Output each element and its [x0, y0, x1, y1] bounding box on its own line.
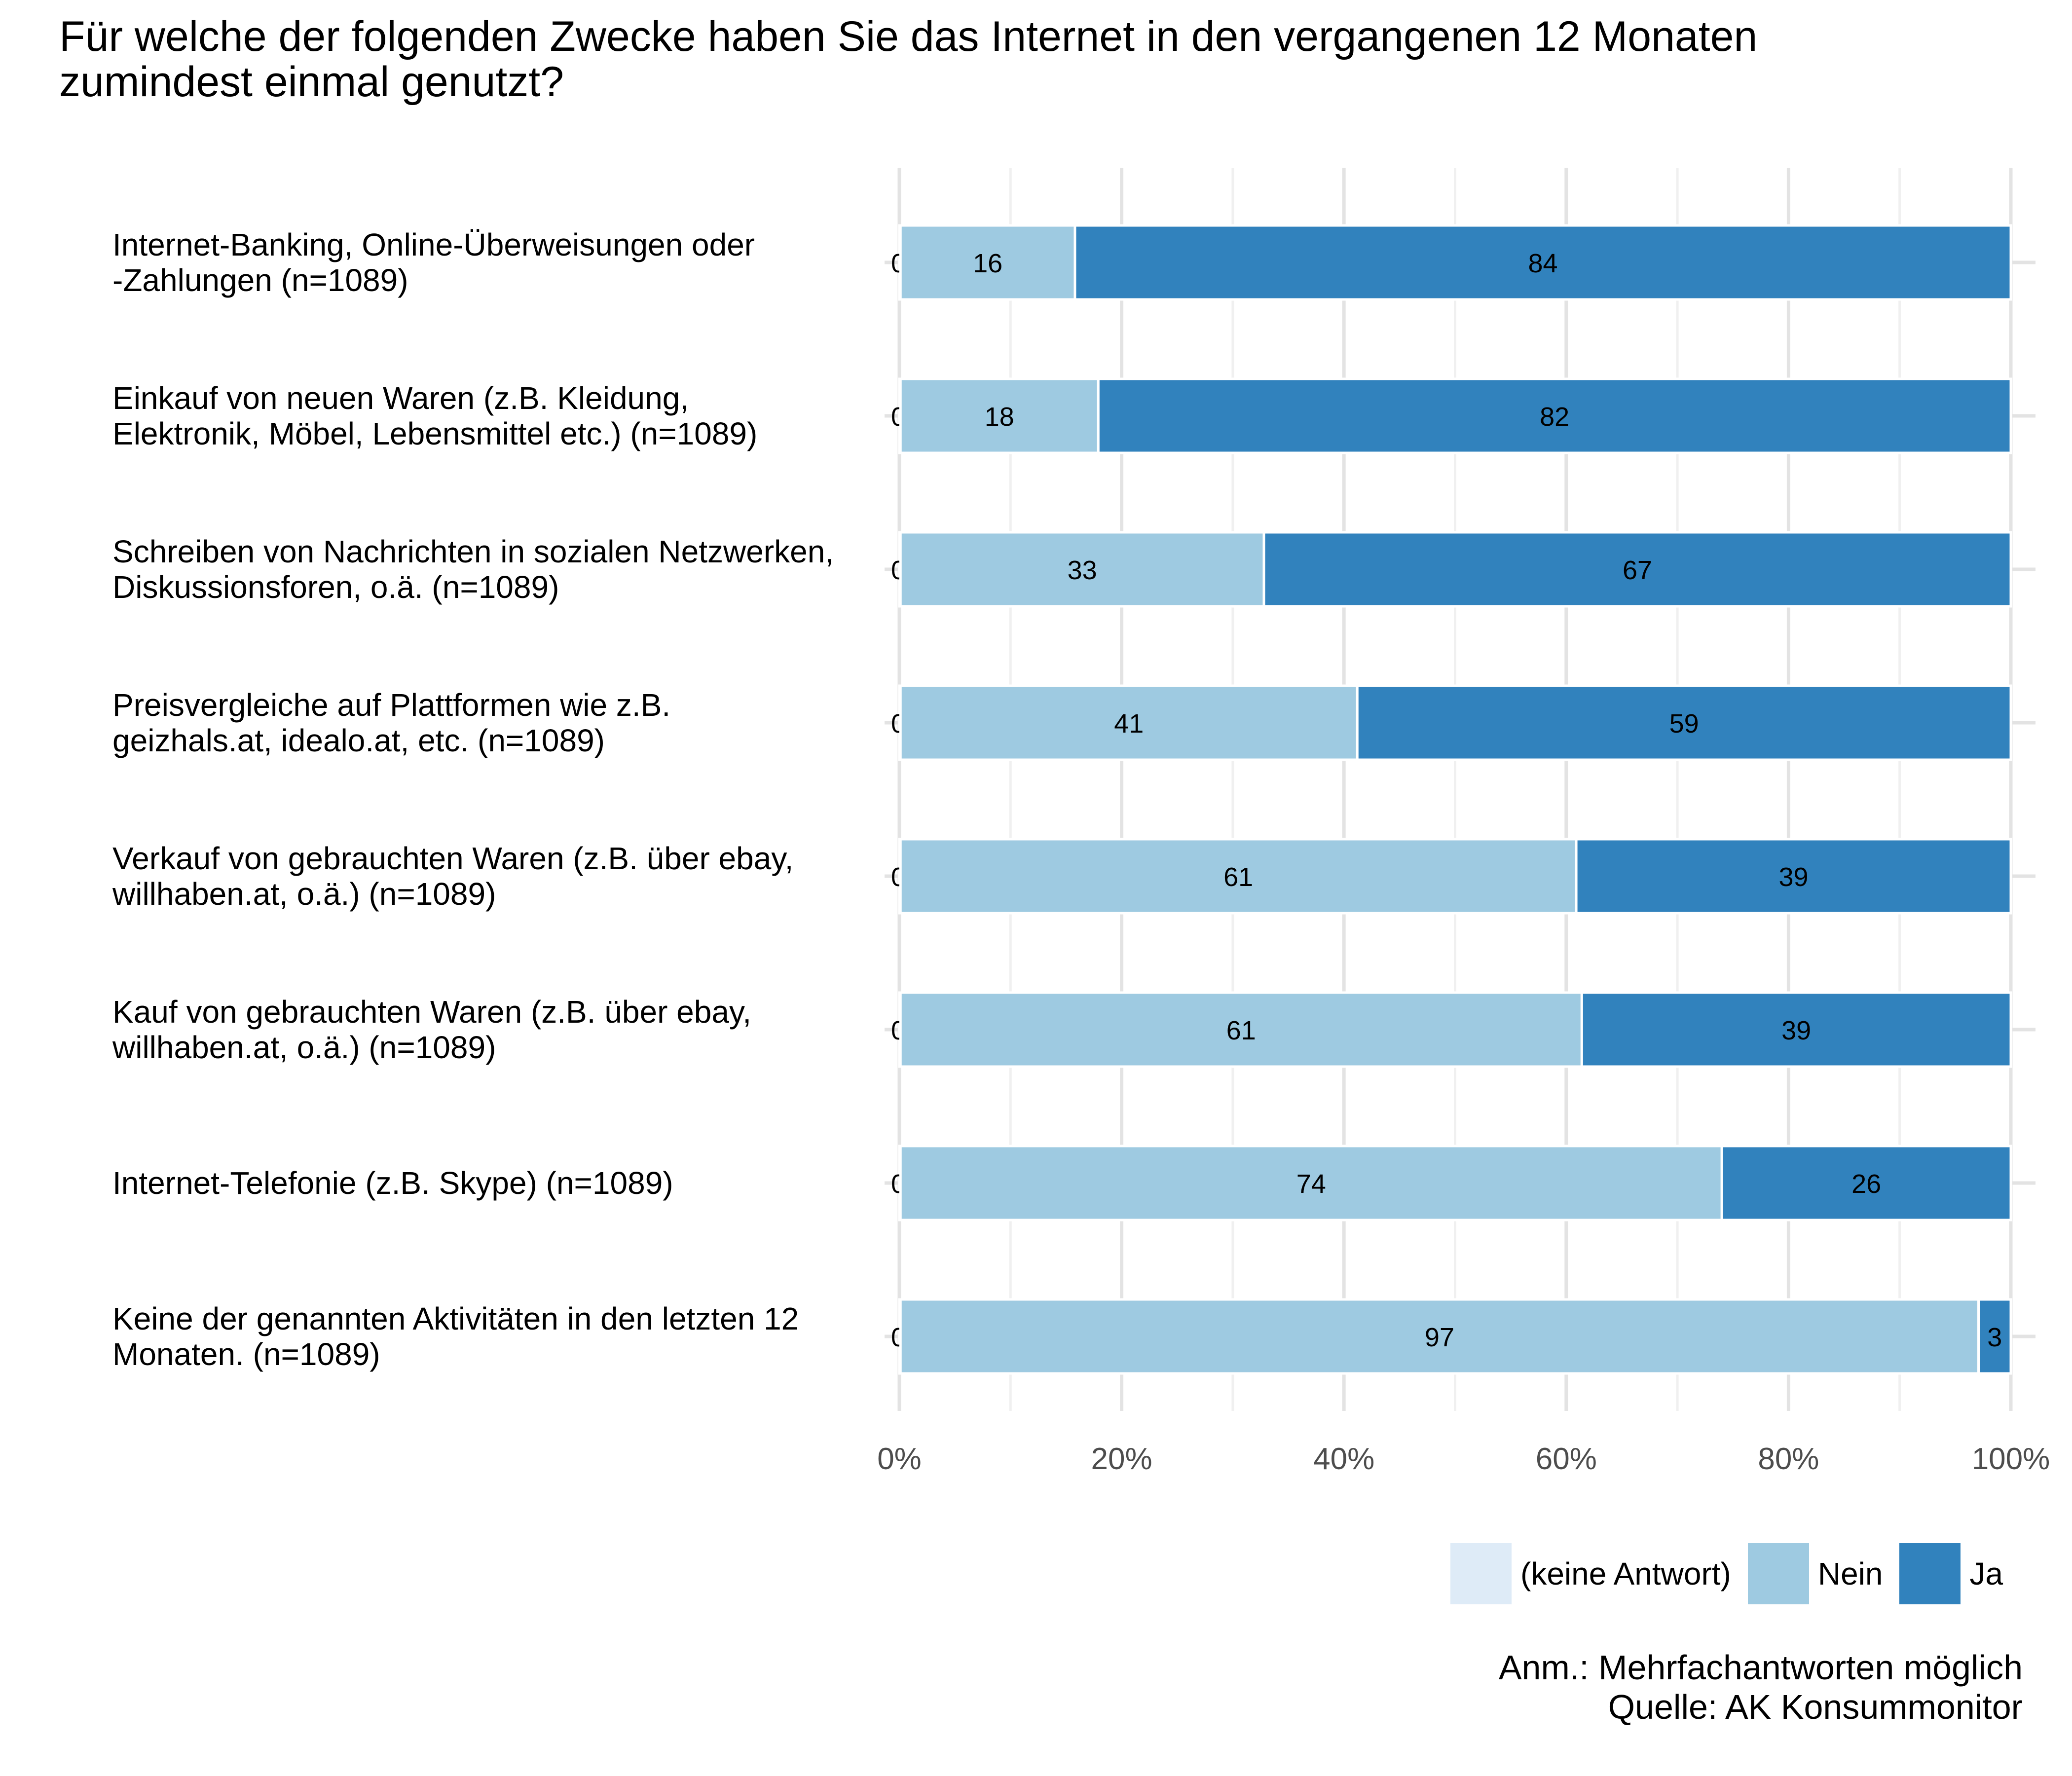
category-label: Verkauf von gebrauchten Waren (z.B. über… — [112, 841, 882, 912]
x-tick-label: 40% — [1313, 1442, 1374, 1476]
bar-segment — [1097, 377, 2012, 454]
bar-segment — [899, 531, 1265, 608]
bar-value-label: 74 — [1296, 1169, 1326, 1199]
category-label: Internet-Banking, Online-Überweisungen o… — [112, 227, 882, 298]
source-note: Anm.: Mehrfachantworten möglich Quelle: … — [1499, 1648, 2023, 1727]
legend-item-nein: Nein — [1747, 1543, 1883, 1604]
category-label-line: Elektronik, Möbel, Lebensmittel etc.) (n… — [112, 416, 758, 451]
bar-value-label: 16 — [973, 249, 1002, 278]
category-label-line: geizhals.at, idealo.at, etc. (n=1089) — [112, 723, 605, 758]
bar-segment — [1575, 838, 2012, 915]
bar-value-label: 97 — [1425, 1323, 1454, 1352]
category-label: Internet-Telefonie (z.B. Skype) (n=1089) — [112, 1165, 882, 1201]
bar-value-label: 59 — [1669, 709, 1699, 739]
category-label-line: willhaben.at, o.ä.) (n=1089) — [112, 1030, 496, 1065]
bar-segment — [1073, 224, 2012, 301]
bar-value-label: 82 — [1540, 402, 1569, 432]
category-label: Schreiben von Nachrichten in sozialen Ne… — [112, 534, 882, 605]
bar-segment — [1580, 991, 2012, 1068]
x-tick-label: 0% — [877, 1442, 922, 1476]
category-label-line: willhaben.at, o.ä.) (n=1089) — [112, 876, 496, 912]
category-label-line: Internet-Telefonie (z.B. Skype) (n=1089) — [112, 1165, 673, 1201]
bar-segment — [1262, 531, 2012, 608]
category-label: Preisvergleiche auf Plattformen wie z.B.… — [112, 687, 882, 758]
bar-value-label: 39 — [1778, 862, 1808, 892]
bar-segment — [899, 1298, 1980, 1375]
category-label-line: Einkauf von neuen Waren (z.B. Kleidung, — [112, 380, 689, 416]
bar-value-label: 18 — [985, 402, 1014, 432]
bar-segment — [899, 224, 1076, 301]
category-label-line: Diskussionsforen, o.ä. (n=1089) — [112, 569, 559, 605]
x-tick-label: 20% — [1091, 1442, 1152, 1476]
legend-label-ja: Ja — [1969, 1556, 2003, 1591]
bar-value-label: 61 — [1223, 862, 1253, 892]
source-line: Quelle: AK Konsummonitor — [1608, 1688, 2023, 1726]
bar-value-label: 3 — [1987, 1323, 2002, 1352]
bar-value-label: 61 — [1226, 1016, 1256, 1045]
legend-label-nein: Nein — [1817, 1556, 1883, 1591]
legend-swatch-keine-antwort — [1450, 1543, 1512, 1604]
legend-swatch-ja — [1899, 1543, 1961, 1604]
bar-value-label: 84 — [1528, 249, 1557, 278]
bar-segment — [899, 377, 1100, 454]
bar-segment — [1720, 1145, 2012, 1221]
category-label-line: -Zahlungen (n=1089) — [112, 262, 408, 298]
x-tick-label: 60% — [1536, 1442, 1597, 1476]
category-label-line: Kauf von gebrauchten Waren (z.B. über eb… — [112, 994, 751, 1030]
chart-title-line-2: zumindest einmal genutzt? — [59, 58, 564, 106]
x-tick-label: 80% — [1758, 1442, 1819, 1476]
category-label-line: Schreiben von Nachrichten in sozialen Ne… — [112, 534, 834, 569]
bar-value-label: 26 — [1851, 1169, 1881, 1199]
legend-swatch-nein — [1747, 1543, 1809, 1604]
legend-item-ja: Ja — [1899, 1543, 2003, 1604]
bar-segment — [1356, 684, 2012, 761]
legend-item-keine-antwort: (keine Antwort) — [1450, 1543, 1731, 1604]
bar-segment — [1977, 1298, 2012, 1375]
x-tick-label: 100% — [1972, 1442, 2050, 1476]
legend-label-keine-antwort: (keine Antwort) — [1520, 1556, 1731, 1591]
bar-segment — [899, 684, 1359, 761]
bar-value-label: 41 — [1114, 709, 1144, 739]
stacked-bar-chart: 0 16 840 18 820 33 670 41 590 61 390 61 390 74 260 97 30… — [877, 168, 2050, 1476]
category-label-line: Keine der genannten Aktivitäten in den l… — [112, 1301, 799, 1336]
bar-value-label: 39 — [1781, 1016, 1811, 1045]
bar-value-label: 33 — [1068, 555, 1097, 585]
category-label-line: Monaten. (n=1089) — [112, 1336, 380, 1372]
category-label: Keine der genannten Aktivitäten in den l… — [112, 1301, 882, 1372]
category-label-line: Internet-Banking, Online-Überweisungen o… — [112, 227, 755, 262]
bar-value-label: 67 — [1623, 555, 1652, 585]
category-label-line: Preisvergleiche auf Plattformen wie z.B. — [112, 687, 671, 723]
category-label: Einkauf von neuen Waren (z.B. Kleidung, … — [112, 380, 882, 451]
chart-title-line-1: Für welche der folgenden Zwecke haben Si… — [59, 13, 1758, 60]
category-label: Kauf von gebrauchten Waren (z.B. über eb… — [112, 994, 882, 1065]
bar-segment — [899, 991, 1583, 1068]
category-label-line: Verkauf von gebrauchten Waren (z.B. über… — [112, 841, 794, 876]
legend: (keine Antwort) Nein Ja — [1450, 1543, 2020, 1604]
chart-title: Für welche der folgenden Zwecke haben Si… — [59, 14, 1934, 105]
note-line: Anm.: Mehrfachantworten möglich — [1498, 1648, 2023, 1687]
